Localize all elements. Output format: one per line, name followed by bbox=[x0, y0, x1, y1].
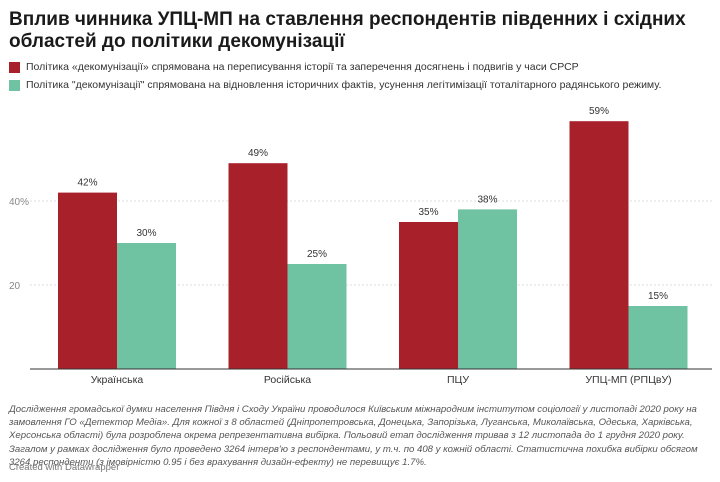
methodology-note: Дослідження громадської думки населення … bbox=[9, 404, 698, 468]
bar bbox=[569, 121, 629, 369]
data-label: 59% bbox=[589, 106, 609, 117]
data-label: 30% bbox=[136, 228, 156, 239]
bar bbox=[458, 209, 517, 369]
bar-chart: 20 40% 42% 30% Українська 49% 25% Російська 35% 3… bbox=[9, 106, 712, 386]
data-label: 49% bbox=[248, 148, 268, 159]
credit-line: Created with Datawrapper bbox=[9, 462, 120, 473]
data-label: 38% bbox=[477, 194, 497, 205]
category-label: ПЦУ bbox=[447, 374, 469, 386]
category-label: Російська bbox=[264, 374, 311, 386]
bar bbox=[228, 163, 288, 369]
bar bbox=[58, 192, 117, 369]
bar bbox=[287, 264, 347, 369]
legend: Політика «декомунізації» спрямована на п… bbox=[9, 58, 709, 94]
legend-label-2: Політика "декомунізації" спрямована на в… bbox=[26, 79, 662, 91]
legend-label-1: Політика «декомунізації» спрямована на п… bbox=[26, 61, 579, 73]
data-label: 25% bbox=[307, 249, 327, 260]
y-tick-label: 40% bbox=[9, 197, 29, 208]
bar bbox=[399, 222, 458, 369]
category-label: Українська bbox=[91, 374, 144, 386]
data-label: 15% bbox=[648, 291, 668, 302]
data-label: 35% bbox=[418, 207, 438, 218]
data-label: 42% bbox=[77, 178, 97, 189]
bar bbox=[628, 306, 688, 369]
legend-item-2: Політика "декомунізації" спрямована на в… bbox=[9, 76, 709, 94]
bar bbox=[117, 243, 176, 369]
y-tick-label: 20 bbox=[9, 281, 21, 292]
legend-swatch-2 bbox=[9, 79, 20, 91]
chart-title: Вплив чинника УПЦ-МП на ставлення респон… bbox=[9, 9, 686, 52]
category-label: УПЦ-МП (РПЦвУ) bbox=[585, 374, 671, 386]
legend-swatch-1 bbox=[9, 61, 20, 73]
legend-item-1: Політика «декомунізації» спрямована на п… bbox=[9, 58, 709, 76]
